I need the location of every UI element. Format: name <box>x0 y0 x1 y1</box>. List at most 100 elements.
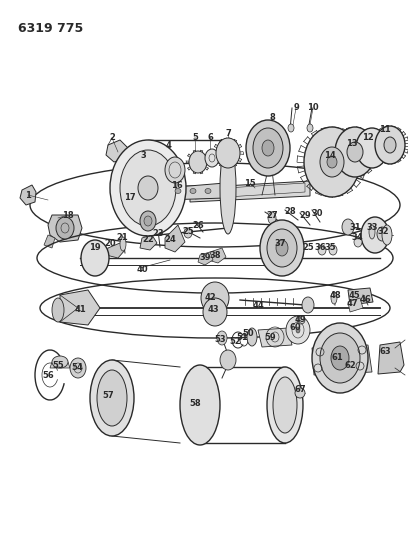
Polygon shape <box>140 235 157 250</box>
Ellipse shape <box>288 124 294 132</box>
Ellipse shape <box>267 229 297 267</box>
Text: 60: 60 <box>289 324 301 333</box>
Text: 43: 43 <box>207 305 219 314</box>
Ellipse shape <box>205 149 219 167</box>
Ellipse shape <box>342 219 354 235</box>
Ellipse shape <box>331 346 349 370</box>
Ellipse shape <box>329 245 337 255</box>
Ellipse shape <box>217 331 227 345</box>
Ellipse shape <box>81 240 109 276</box>
Text: 50: 50 <box>242 328 254 337</box>
Text: 26: 26 <box>192 221 204 230</box>
Ellipse shape <box>356 128 388 168</box>
Text: 27: 27 <box>266 211 278 220</box>
Text: 15: 15 <box>244 179 256 188</box>
Text: 55: 55 <box>52 360 64 369</box>
Polygon shape <box>48 215 82 242</box>
Text: 25: 25 <box>182 228 194 237</box>
Ellipse shape <box>286 316 310 344</box>
Text: 21: 21 <box>116 233 128 243</box>
Polygon shape <box>348 288 373 305</box>
Ellipse shape <box>190 189 196 193</box>
Polygon shape <box>134 153 158 172</box>
Text: 56: 56 <box>42 370 54 379</box>
Ellipse shape <box>203 298 227 326</box>
Ellipse shape <box>120 237 126 251</box>
Ellipse shape <box>70 358 86 378</box>
Polygon shape <box>312 345 372 375</box>
Text: 13: 13 <box>346 139 358 148</box>
Ellipse shape <box>369 225 375 239</box>
Ellipse shape <box>377 227 387 241</box>
Ellipse shape <box>302 297 314 313</box>
Polygon shape <box>60 290 100 325</box>
Polygon shape <box>44 235 55 248</box>
Text: 67: 67 <box>294 385 306 394</box>
Text: 63: 63 <box>379 348 391 357</box>
Ellipse shape <box>175 189 181 193</box>
Text: 53: 53 <box>214 335 226 344</box>
Text: 22: 22 <box>142 236 154 245</box>
Ellipse shape <box>320 333 360 383</box>
Ellipse shape <box>312 323 368 393</box>
Ellipse shape <box>90 360 134 436</box>
Text: 41: 41 <box>74 305 86 314</box>
Text: 30: 30 <box>311 208 323 217</box>
Text: 9: 9 <box>293 103 299 112</box>
Ellipse shape <box>52 356 68 368</box>
Ellipse shape <box>205 189 211 193</box>
Text: 6319 775: 6319 775 <box>18 22 83 35</box>
Text: 46: 46 <box>359 295 371 304</box>
Ellipse shape <box>382 225 392 245</box>
Text: 32: 32 <box>377 228 389 237</box>
Ellipse shape <box>180 365 220 445</box>
Text: 10: 10 <box>307 103 319 112</box>
Ellipse shape <box>268 212 276 224</box>
Text: 11: 11 <box>379 125 391 134</box>
Ellipse shape <box>110 140 186 236</box>
Text: 49: 49 <box>294 316 306 325</box>
Polygon shape <box>106 243 125 258</box>
Text: 31: 31 <box>349 223 361 232</box>
Polygon shape <box>348 298 363 312</box>
Text: 42: 42 <box>204 294 216 303</box>
Ellipse shape <box>320 147 344 177</box>
Polygon shape <box>198 252 213 265</box>
Ellipse shape <box>253 128 283 168</box>
Polygon shape <box>258 328 292 347</box>
Ellipse shape <box>246 120 290 176</box>
Text: 35: 35 <box>324 244 336 253</box>
Ellipse shape <box>189 151 207 173</box>
Text: 29: 29 <box>299 211 311 220</box>
Polygon shape <box>133 210 162 232</box>
Text: 36: 36 <box>314 244 326 253</box>
Text: 62: 62 <box>344 360 356 369</box>
Ellipse shape <box>184 228 192 238</box>
Ellipse shape <box>97 370 127 426</box>
Ellipse shape <box>327 156 337 168</box>
Polygon shape <box>208 248 226 263</box>
Ellipse shape <box>262 140 274 156</box>
Polygon shape <box>165 225 185 252</box>
Text: 4: 4 <box>165 141 171 149</box>
Text: 3: 3 <box>140 150 146 159</box>
Polygon shape <box>20 185 36 205</box>
Ellipse shape <box>296 327 300 333</box>
Text: 58: 58 <box>189 399 201 408</box>
Ellipse shape <box>247 328 257 346</box>
Ellipse shape <box>304 127 360 197</box>
Text: 14: 14 <box>324 150 336 159</box>
Ellipse shape <box>165 157 185 183</box>
Text: 5: 5 <box>192 133 198 141</box>
Text: 20: 20 <box>104 238 116 247</box>
Ellipse shape <box>295 388 305 398</box>
Text: 57: 57 <box>102 391 114 400</box>
Text: 39: 39 <box>199 254 211 262</box>
Text: 6: 6 <box>207 133 213 141</box>
Text: 23: 23 <box>152 230 164 238</box>
Ellipse shape <box>354 237 362 247</box>
Ellipse shape <box>220 350 236 370</box>
Ellipse shape <box>56 217 74 239</box>
Text: 59: 59 <box>264 333 276 342</box>
Ellipse shape <box>347 142 363 162</box>
